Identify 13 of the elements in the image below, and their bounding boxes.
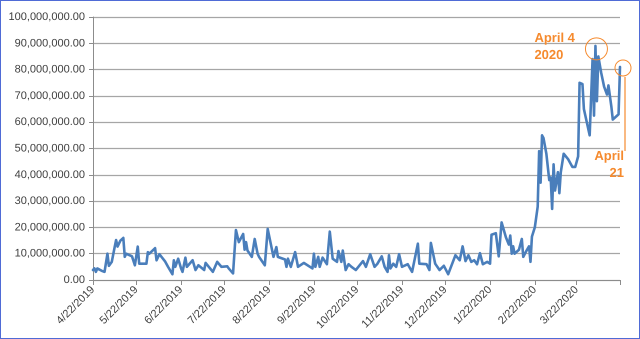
- y-tick-label: 10,000,000.00: [14, 248, 85, 260]
- y-tick-label: 20,000,000.00: [14, 221, 85, 234]
- y-tick-label: 0.00: [64, 274, 85, 286]
- annotation: April 4 2020: [534, 28, 576, 63]
- y-tick-label: 50,000,000.00: [14, 142, 85, 154]
- y-tick-label: 30,000,000.00: [14, 195, 85, 208]
- y-tick-label: 40,000,000.00: [14, 168, 85, 181]
- y-tick-label: 80,000,000.00: [14, 64, 85, 76]
- y-tick-label: 60,000,000.00: [14, 116, 85, 128]
- y-tick-label: 90,000,000.00: [14, 37, 85, 50]
- y-tick-label: 70,000,000.00: [14, 90, 85, 102]
- annotation: April 21: [593, 146, 624, 181]
- y-tick-label: 100,000,000.00: [8, 11, 85, 23]
